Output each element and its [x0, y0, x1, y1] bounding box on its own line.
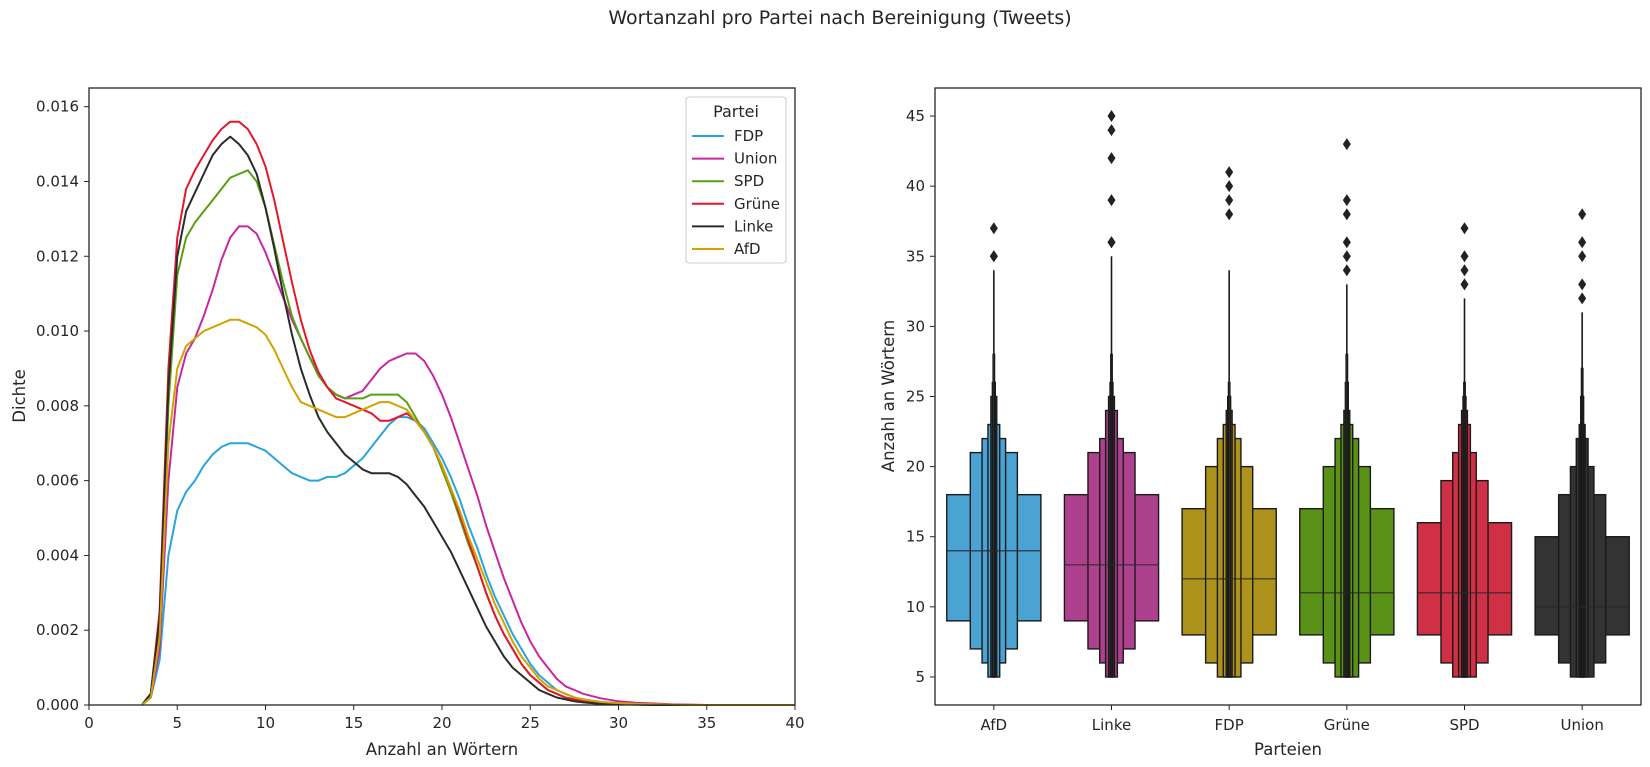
boxen-group-afd: [946, 222, 1042, 678]
kde-x-tick-label: 40: [785, 714, 804, 732]
boxen-outlier: [1578, 236, 1587, 249]
boxen-outlier: [1460, 250, 1469, 263]
boxen-y-tick-label: 35: [906, 247, 925, 265]
kde-y-axis-label: Dichte: [10, 369, 29, 422]
boxen-box-grüne: [1345, 353, 1349, 678]
kde-x-tick-label: 15: [344, 714, 363, 732]
boxen-y-axis-label: Anzahl an Wörtern: [879, 320, 898, 472]
boxen-outlier: [1342, 138, 1351, 151]
kde-y-tick-label: 0.016: [36, 98, 79, 116]
kde-x-tick-label: 25: [521, 714, 540, 732]
kde-y-tick-label: 0.004: [36, 546, 79, 564]
boxen-outlier: [1578, 292, 1587, 305]
boxen-y-tick-label: 20: [906, 458, 925, 476]
boxen-x-ticks: AfD Linke FDP Grüne SPD Union: [981, 705, 1604, 734]
kde-x-tick-label: 30: [609, 714, 628, 732]
kde-y-tick-label: 0.014: [36, 172, 79, 190]
boxen-box-fdp: [1227, 381, 1231, 678]
kde-x-tick-label: 20: [432, 714, 451, 732]
boxen-group-linke: [1063, 110, 1160, 678]
kde-y-tick-label: 0.006: [36, 472, 79, 490]
kde-x-tick-label: 0: [84, 714, 94, 732]
kde-line-linke: [141, 135, 795, 706]
boxen-x-tick-label: Linke: [1092, 716, 1131, 734]
boxen-outlier: [1107, 124, 1116, 137]
boxen-y-tick-label: 25: [906, 388, 925, 406]
boxen-y-tick-label: 5: [915, 668, 925, 686]
boxen-outlier: [1578, 208, 1587, 221]
boxen-outlier: [1578, 250, 1587, 263]
boxen-y-tick-label: 40: [906, 177, 925, 195]
boxen-box-afd: [992, 353, 996, 678]
kde-x-axis-label: Anzahl an Wörtern: [366, 740, 518, 759]
legend-label-union: Union: [734, 150, 777, 168]
boxen-x-tick-label: AfD: [981, 716, 1008, 734]
kde-y-ticks: 0.000 0.002 0.004 0.006 0.008 0.010 0.012 0.014…: [36, 98, 89, 714]
boxen-x-tick-label: Grüne: [1324, 716, 1370, 734]
boxen-outlier: [1342, 194, 1351, 207]
boxen-y-tick-label: 15: [906, 528, 925, 546]
boxen-y-ticks: 5 10 15 20 25 30 35 40 45: [906, 107, 935, 686]
boxen-outlier: [989, 222, 998, 235]
legend-label-afd: AfD: [734, 240, 761, 258]
boxen-outlier: [1578, 278, 1587, 291]
boxen-outlier: [1225, 180, 1234, 193]
kde-x-tick-label: 5: [172, 714, 182, 732]
boxen-boxes: [946, 110, 1630, 678]
kde-line-fdp: [141, 416, 795, 706]
boxen-outlier: [1225, 208, 1234, 221]
boxen-x-tick-label: Union: [1560, 716, 1603, 734]
boxen-outlier: [1342, 264, 1351, 277]
boxen-group-grüne: [1299, 138, 1395, 678]
kde-y-tick-label: 0.010: [36, 322, 79, 340]
boxen-outlier: [1225, 194, 1234, 207]
boxen-outlier: [1342, 208, 1351, 221]
boxen-y-tick-label: 10: [906, 598, 925, 616]
boxen-y-tick-label: 45: [906, 107, 925, 125]
kde-x-ticks: 0 5 10 15 20 25 30 35 40: [84, 705, 805, 732]
boxen-x-axis-label: Parteien: [1254, 740, 1322, 759]
boxen-x-tick-label: SPD: [1449, 716, 1479, 734]
boxen-y-tick-label: 30: [906, 317, 925, 335]
boxen-outlier: [1460, 264, 1469, 277]
kde-lines: [141, 120, 795, 706]
kde-y-tick-label: 0.000: [36, 696, 79, 714]
boxen-outlier: [1460, 278, 1469, 291]
kde-y-tick-label: 0.008: [36, 397, 79, 415]
legend-entries: FDP Union SPD Grüne Linke AfD: [692, 127, 780, 258]
kde-x-tick-label: 10: [256, 714, 275, 732]
boxen-outlier: [989, 250, 998, 263]
boxen-outlier: [1342, 236, 1351, 249]
kde-line-afd: [141, 318, 795, 706]
boxen-outlier: [1225, 166, 1234, 179]
kde-y-tick-label: 0.002: [36, 621, 79, 639]
boxen-group-spd: [1416, 222, 1513, 678]
boxen-box-linke: [1110, 353, 1113, 678]
boxen-outlier: [1342, 250, 1351, 263]
boxen-group-union: [1534, 208, 1630, 678]
boxen-outlier: [1107, 236, 1116, 249]
legend-label-fdp: FDP: [734, 127, 763, 145]
legend-title: Partei: [713, 102, 759, 121]
kde-line-union: [141, 225, 795, 706]
kde-plot: 0 5 10 15 20 25 30 35 40 0.0000.0020.0040.0060.0…: [10, 87, 805, 759]
legend-label-spd: SPD: [734, 172, 764, 190]
boxen-x-tick-label: FDP: [1215, 716, 1244, 734]
legend-label-grüne: Grüne: [734, 195, 780, 213]
legend-label-linke: Linke: [734, 217, 773, 235]
legend-frame: [685, 96, 787, 264]
boxen-box-union: [1580, 367, 1584, 678]
figure-title: Wortanzahl pro Partei nach Bereinigung (…: [608, 7, 1071, 29]
kde-y-tick-label: 0.012: [36, 247, 79, 265]
kde-x-tick-label: 35: [697, 714, 716, 732]
boxen-plot: AfD Linke FDP Grüne SPD Union 5 10 15 20 25 30 35 40…: [879, 87, 1642, 759]
boxen-outlier: [1107, 110, 1116, 123]
boxen-box-spd: [1463, 381, 1466, 678]
boxen-outlier: [1460, 222, 1469, 235]
kde-legend: Partei FDP Union SPD Grüne Linke AfD: [685, 96, 787, 264]
boxen-outlier: [1107, 194, 1116, 207]
boxen-outlier: [1107, 152, 1116, 165]
boxen-group-fdp: [1181, 166, 1277, 678]
